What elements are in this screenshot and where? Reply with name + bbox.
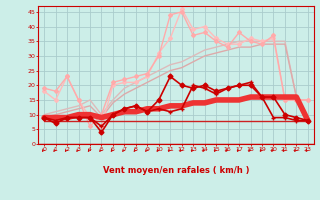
- X-axis label: Vent moyen/en rafales ( km/h ): Vent moyen/en rafales ( km/h ): [103, 166, 249, 175]
